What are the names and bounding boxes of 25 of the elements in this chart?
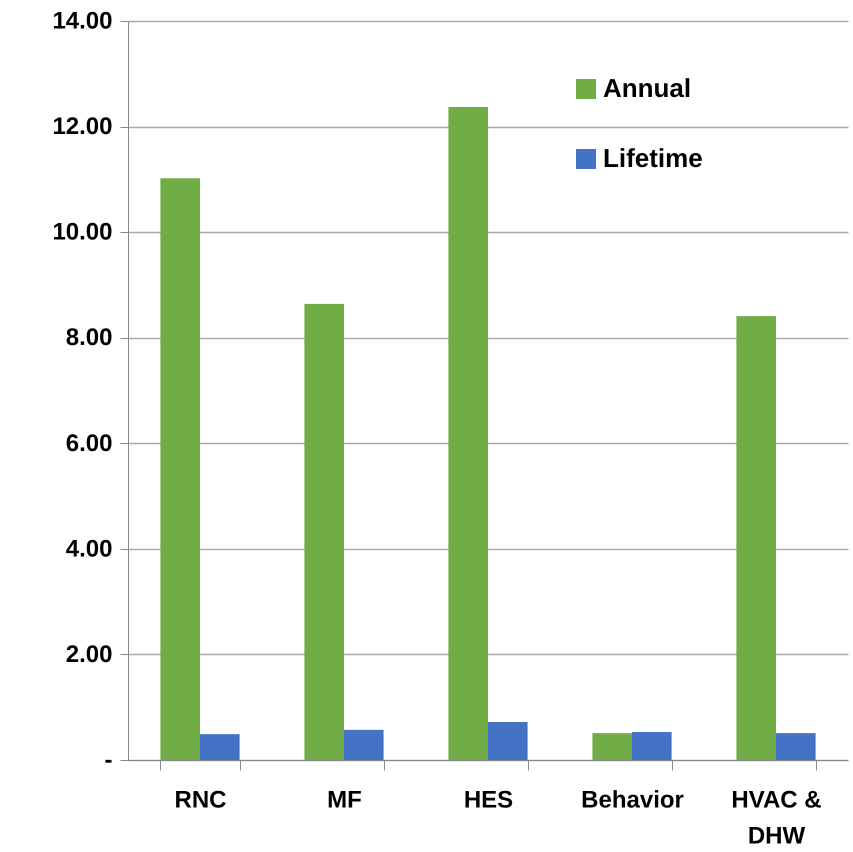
y-tick-label: 2.00 — [66, 640, 112, 668]
bar — [448, 107, 488, 760]
bar — [632, 732, 672, 760]
y-tick-label: 6.00 — [66, 430, 112, 457]
y-tick-label: 10.00 — [52, 218, 112, 246]
legend-label: Lifetime — [603, 143, 703, 173]
bar — [344, 730, 384, 760]
x-tick-label: HVAC & DHW — [731, 786, 822, 850]
bar — [200, 734, 240, 760]
y-tick-label: 12.00 — [52, 113, 112, 140]
y-tick-label: 4.00 — [66, 535, 112, 562]
y-tick-label: 8.00 — [66, 324, 112, 352]
y-tick-label: - — [104, 746, 112, 774]
y-tick-label: 14.00 — [52, 8, 112, 34]
x-tick-label: RNC — [174, 786, 226, 814]
bar — [304, 304, 344, 760]
legend-label: Annual — [603, 73, 692, 103]
bar — [160, 178, 200, 760]
x-tick-label: HES — [464, 786, 514, 814]
bar — [776, 733, 816, 760]
bar — [736, 316, 776, 760]
bar — [488, 722, 528, 760]
bar — [592, 733, 632, 760]
x-tick-label: Behavior — [581, 786, 684, 814]
x-tick-label: MF — [327, 786, 362, 814]
